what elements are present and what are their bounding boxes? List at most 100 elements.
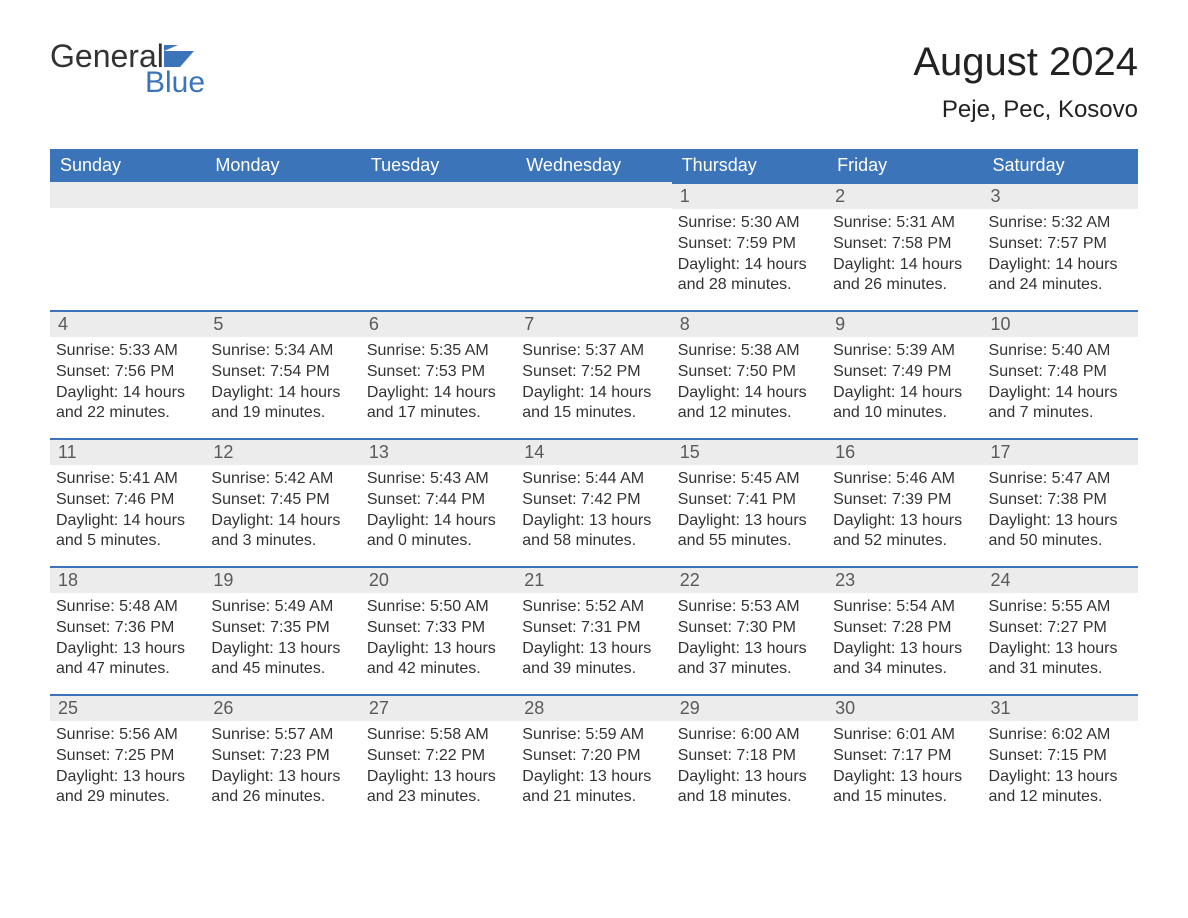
day-dl1: Daylight: 14 hours (211, 383, 354, 404)
calendar-cell: 15Sunrise: 5:45 AMSunset: 7:41 PMDayligh… (672, 438, 827, 566)
day-details: Sunrise: 5:38 AMSunset: 7:50 PMDaylight:… (672, 337, 827, 432)
location-text: Peje, Pec, Kosovo (913, 96, 1138, 124)
calendar-cell: 25Sunrise: 5:56 AMSunset: 7:25 PMDayligh… (50, 694, 205, 822)
day-wrap: 13Sunrise: 5:43 AMSunset: 7:44 PMDayligh… (361, 438, 516, 560)
day-sunrise: Sunrise: 5:38 AM (678, 341, 821, 362)
day-wrap: 2Sunrise: 5:31 AMSunset: 7:58 PMDaylight… (827, 182, 982, 304)
day-dl1: Daylight: 13 hours (56, 767, 199, 788)
day-sunrise: Sunrise: 5:57 AM (211, 725, 354, 746)
day-wrap: 6Sunrise: 5:35 AMSunset: 7:53 PMDaylight… (361, 310, 516, 432)
day-wrap: 22Sunrise: 5:53 AMSunset: 7:30 PMDayligh… (672, 566, 827, 688)
day-dl2: and 24 minutes. (989, 275, 1132, 296)
calendar-cell: 9Sunrise: 5:39 AMSunset: 7:49 PMDaylight… (827, 310, 982, 438)
day-sunrise: Sunrise: 5:53 AM (678, 597, 821, 618)
day-number: 1 (672, 184, 827, 209)
day-details: Sunrise: 5:40 AMSunset: 7:48 PMDaylight:… (983, 337, 1138, 432)
calendar-cell: 2Sunrise: 5:31 AMSunset: 7:58 PMDaylight… (827, 182, 982, 310)
calendar-cell: 4Sunrise: 5:33 AMSunset: 7:56 PMDaylight… (50, 310, 205, 438)
day-sunset: Sunset: 7:44 PM (367, 490, 510, 511)
day-dl2: and 7 minutes. (989, 403, 1132, 424)
day-sunrise: Sunrise: 5:35 AM (367, 341, 510, 362)
day-dl2: and 31 minutes. (989, 659, 1132, 680)
day-sunset: Sunset: 7:56 PM (56, 362, 199, 383)
day-sunset: Sunset: 7:28 PM (833, 618, 976, 639)
day-dl2: and 39 minutes. (522, 659, 665, 680)
dow-friday: Friday (827, 149, 982, 182)
day-dl1: Daylight: 13 hours (678, 511, 821, 532)
day-dl1: Daylight: 13 hours (833, 767, 976, 788)
day-sunrise: Sunrise: 5:55 AM (989, 597, 1132, 618)
day-details: Sunrise: 5:50 AMSunset: 7:33 PMDaylight:… (361, 593, 516, 688)
day-details: Sunrise: 6:01 AMSunset: 7:17 PMDaylight:… (827, 721, 982, 816)
day-wrap: 9Sunrise: 5:39 AMSunset: 7:49 PMDaylight… (827, 310, 982, 432)
calendar-cell: 6Sunrise: 5:35 AMSunset: 7:53 PMDaylight… (361, 310, 516, 438)
dow-monday: Monday (205, 149, 360, 182)
day-wrap: 21Sunrise: 5:52 AMSunset: 7:31 PMDayligh… (516, 566, 671, 688)
dow-sunday: Sunday (50, 149, 205, 182)
calendar-cell (205, 182, 360, 310)
calendar-cell: 30Sunrise: 6:01 AMSunset: 7:17 PMDayligh… (827, 694, 982, 822)
calendar-week-row: 25Sunrise: 5:56 AMSunset: 7:25 PMDayligh… (50, 694, 1138, 822)
day-number: 30 (827, 696, 982, 721)
day-sunrise: Sunrise: 5:30 AM (678, 213, 821, 234)
day-details: Sunrise: 5:43 AMSunset: 7:44 PMDaylight:… (361, 465, 516, 560)
calendar-cell: 16Sunrise: 5:46 AMSunset: 7:39 PMDayligh… (827, 438, 982, 566)
day-wrap: 7Sunrise: 5:37 AMSunset: 7:52 PMDaylight… (516, 310, 671, 432)
day-wrap: 28Sunrise: 5:59 AMSunset: 7:20 PMDayligh… (516, 694, 671, 816)
day-number: 13 (361, 440, 516, 465)
day-dl2: and 5 minutes. (56, 531, 199, 552)
day-sunset: Sunset: 7:50 PM (678, 362, 821, 383)
day-sunset: Sunset: 7:33 PM (367, 618, 510, 639)
empty-day-header (205, 182, 360, 208)
day-sunset: Sunset: 7:25 PM (56, 746, 199, 767)
day-details: Sunrise: 5:53 AMSunset: 7:30 PMDaylight:… (672, 593, 827, 688)
day-dl2: and 22 minutes. (56, 403, 199, 424)
day-number: 31 (983, 696, 1138, 721)
calendar-week-row: 11Sunrise: 5:41 AMSunset: 7:46 PMDayligh… (50, 438, 1138, 566)
day-wrap: 25Sunrise: 5:56 AMSunset: 7:25 PMDayligh… (50, 694, 205, 816)
day-sunrise: Sunrise: 5:37 AM (522, 341, 665, 362)
calendar-cell: 8Sunrise: 5:38 AMSunset: 7:50 PMDaylight… (672, 310, 827, 438)
day-number: 8 (672, 312, 827, 337)
calendar-cell (361, 182, 516, 310)
day-dl1: Daylight: 13 hours (678, 767, 821, 788)
day-number: 6 (361, 312, 516, 337)
calendar-cell: 17Sunrise: 5:47 AMSunset: 7:38 PMDayligh… (983, 438, 1138, 566)
calendar-cell: 10Sunrise: 5:40 AMSunset: 7:48 PMDayligh… (983, 310, 1138, 438)
day-sunrise: Sunrise: 6:02 AM (989, 725, 1132, 746)
day-number: 21 (516, 568, 671, 593)
calendar-cell: 12Sunrise: 5:42 AMSunset: 7:45 PMDayligh… (205, 438, 360, 566)
day-details: Sunrise: 6:00 AMSunset: 7:18 PMDaylight:… (672, 721, 827, 816)
day-sunset: Sunset: 7:52 PM (522, 362, 665, 383)
day-dl2: and 23 minutes. (367, 787, 510, 808)
day-dl1: Daylight: 14 hours (211, 511, 354, 532)
day-sunset: Sunset: 7:39 PM (833, 490, 976, 511)
day-sunrise: Sunrise: 5:44 AM (522, 469, 665, 490)
day-dl1: Daylight: 13 hours (367, 767, 510, 788)
day-dl2: and 26 minutes. (833, 275, 976, 296)
day-dl1: Daylight: 14 hours (367, 383, 510, 404)
day-number: 25 (50, 696, 205, 721)
day-wrap: 27Sunrise: 5:58 AMSunset: 7:22 PMDayligh… (361, 694, 516, 816)
day-wrap: 11Sunrise: 5:41 AMSunset: 7:46 PMDayligh… (50, 438, 205, 560)
day-details: Sunrise: 5:59 AMSunset: 7:20 PMDaylight:… (516, 721, 671, 816)
day-dl2: and 21 minutes. (522, 787, 665, 808)
day-dl1: Daylight: 13 hours (989, 511, 1132, 532)
calendar-cell (50, 182, 205, 310)
day-sunset: Sunset: 7:18 PM (678, 746, 821, 767)
day-sunset: Sunset: 7:42 PM (522, 490, 665, 511)
day-sunrise: Sunrise: 5:40 AM (989, 341, 1132, 362)
day-sunset: Sunset: 7:31 PM (522, 618, 665, 639)
logo: General Blue (50, 40, 205, 98)
day-number: 15 (672, 440, 827, 465)
day-sunrise: Sunrise: 5:42 AM (211, 469, 354, 490)
day-details: Sunrise: 5:34 AMSunset: 7:54 PMDaylight:… (205, 337, 360, 432)
day-dl1: Daylight: 14 hours (367, 511, 510, 532)
day-number: 24 (983, 568, 1138, 593)
dow-thursday: Thursday (672, 149, 827, 182)
day-wrap: 14Sunrise: 5:44 AMSunset: 7:42 PMDayligh… (516, 438, 671, 560)
day-details: Sunrise: 5:37 AMSunset: 7:52 PMDaylight:… (516, 337, 671, 432)
day-dl2: and 34 minutes. (833, 659, 976, 680)
day-details: Sunrise: 5:45 AMSunset: 7:41 PMDaylight:… (672, 465, 827, 560)
day-number: 9 (827, 312, 982, 337)
